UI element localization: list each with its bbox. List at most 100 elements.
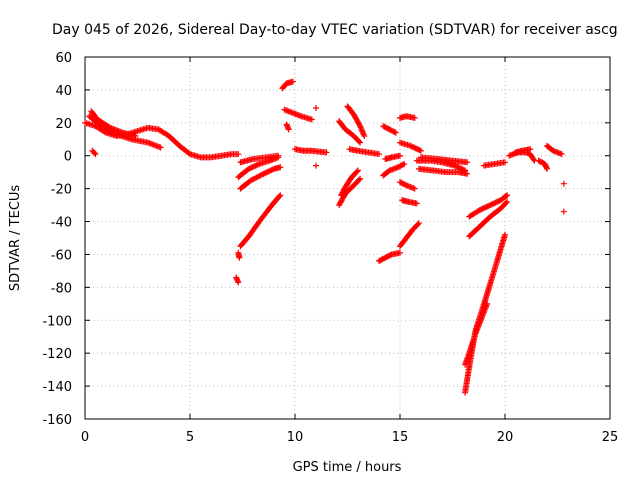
data-point-interp <box>400 181 407 188</box>
data-point-interp <box>259 171 266 178</box>
data-point-interp <box>495 198 502 205</box>
y-tick-label: -160 <box>42 413 72 428</box>
y-tick-label: 60 <box>55 51 72 66</box>
y-tick-label: 0 <box>64 150 72 165</box>
data-point-interp <box>348 184 355 191</box>
data-point <box>560 180 567 187</box>
data-point-interp <box>247 165 254 172</box>
data-point-interp <box>543 164 550 171</box>
data-point-interp <box>492 199 499 206</box>
data-point-interp <box>92 114 99 121</box>
data-point-interp <box>349 109 355 116</box>
data-point-interp <box>395 250 402 257</box>
data-point-interp <box>275 194 282 201</box>
y-tick-label: -20 <box>51 183 72 198</box>
data-point-interp <box>416 147 423 154</box>
data-point-interp <box>288 79 295 86</box>
data-point-interp <box>478 315 485 322</box>
data-point-interp <box>265 168 272 175</box>
data-point-interp <box>248 164 255 171</box>
data-point-interp <box>288 109 295 116</box>
data-point-interp <box>276 164 283 171</box>
data-point-interp <box>484 203 491 210</box>
x-tick-label: 10 <box>287 430 304 445</box>
x-tick-label: 20 <box>497 430 514 445</box>
data-point-interp <box>406 142 412 149</box>
data-point-interp <box>411 144 418 151</box>
y-tick-label: 40 <box>55 84 72 99</box>
data-point-interp <box>243 235 250 242</box>
data-point-interp <box>387 154 394 161</box>
data-point-interp <box>548 146 555 153</box>
data-point-interp <box>412 200 419 207</box>
data-point-interp <box>493 199 500 206</box>
data-point-interp <box>480 205 487 212</box>
data-point-interp <box>539 159 546 166</box>
data-point-interp <box>352 169 359 176</box>
data-point-interp <box>452 163 459 170</box>
data-point-interp <box>353 168 360 175</box>
data-point-interp <box>479 205 486 212</box>
data-point-interp <box>391 129 398 136</box>
data-point-interp <box>491 200 498 207</box>
data-point-interp <box>410 114 417 121</box>
data-point-interp <box>340 124 347 131</box>
data-point-interp <box>184 149 191 156</box>
data-point-interp <box>485 215 492 222</box>
y-tick-label: 20 <box>55 117 72 132</box>
data-point-interp <box>517 148 524 155</box>
data-point-interp <box>410 144 417 151</box>
data-point-interp <box>236 253 243 260</box>
data-point-interp <box>322 149 329 156</box>
data-point-interp <box>450 162 457 169</box>
data-point-interp <box>356 138 363 145</box>
data-point-interp <box>502 193 508 200</box>
data-points <box>82 78 567 396</box>
data-point <box>313 162 319 169</box>
data-point-interp <box>374 150 381 157</box>
data-point <box>560 208 567 215</box>
data-point-interp <box>414 145 421 152</box>
y-tick-label: -140 <box>42 380 72 395</box>
data-point-interp <box>131 132 137 139</box>
data-point-interp <box>118 129 125 136</box>
data-point-interp <box>401 237 408 244</box>
data-point-interp <box>233 151 240 158</box>
data-point-interp <box>249 164 256 171</box>
data-point-interp <box>185 150 192 157</box>
data-point-interp <box>266 204 273 211</box>
data-point-interp <box>414 221 421 228</box>
axis-ticks: 0 5 10 15 20 25 60 40 20 0 -20 -40 -60 -80 -100 -120 -14… <box>42 51 618 445</box>
data-point-interp <box>252 162 259 169</box>
data-point-interp <box>154 126 160 133</box>
data-point-interp <box>267 167 274 174</box>
data-point-interp <box>395 153 402 160</box>
data-point-interp <box>502 200 508 207</box>
data-point-interp <box>501 233 508 240</box>
data-point-interp <box>474 208 481 215</box>
data-point-interp <box>263 169 270 176</box>
data-point-interp <box>143 139 150 146</box>
data-point-interp <box>254 161 261 168</box>
data-point-interp <box>254 221 261 228</box>
data-point-interp <box>264 168 271 175</box>
data-point-interp <box>407 229 414 236</box>
data-point-interp <box>356 176 363 183</box>
data-point-interp <box>163 131 170 138</box>
data-point-interp <box>489 200 496 207</box>
data-point-interp <box>478 206 485 213</box>
chart-title: Day 045 of 2026, Sidereal Day-to-day VTE… <box>52 22 618 38</box>
x-tick-label: 5 <box>186 430 194 445</box>
data-point-interp <box>503 193 510 200</box>
y-tick-label: -60 <box>51 248 72 263</box>
data-point-interp <box>483 302 490 309</box>
data-point-interp <box>386 252 393 259</box>
data-point-interp <box>529 155 536 162</box>
data-point-interp <box>90 148 97 155</box>
data-point <box>313 105 319 112</box>
data-point-interp <box>91 149 98 156</box>
data-point-interp <box>384 169 391 176</box>
data-point-interp <box>261 170 268 177</box>
data-point-interp <box>557 150 564 157</box>
y-axis-label: SDTVAR / TECUs <box>8 185 23 292</box>
